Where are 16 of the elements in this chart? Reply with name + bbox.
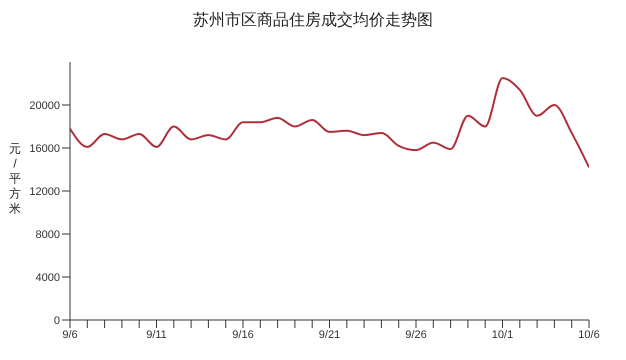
y-tick-label: 0: [54, 314, 60, 327]
x-tick-label: 9/16: [232, 328, 254, 341]
y-tick-label: 8000: [36, 228, 60, 241]
x-tick-label: 9/11: [146, 328, 167, 341]
y-tick-label: 16000: [29, 142, 60, 155]
x-tick-label: 10/6: [578, 328, 600, 341]
chart-title: 苏州市区商品住房成交均价走势图: [192, 9, 434, 31]
x-tick-label: 9/26: [405, 328, 427, 341]
x-tick-label: 9/6: [62, 328, 78, 341]
x-tick-label: 10/1: [492, 328, 514, 341]
y-tick-label: 12000: [29, 186, 60, 198]
y-axis-title: 元/平方米: [9, 141, 21, 216]
line-series: [70, 77, 589, 168]
y-tick-label: 4000: [36, 272, 60, 284]
x-tick-label: 9/21: [318, 328, 340, 341]
y-tick-label: 20000: [29, 100, 60, 112]
